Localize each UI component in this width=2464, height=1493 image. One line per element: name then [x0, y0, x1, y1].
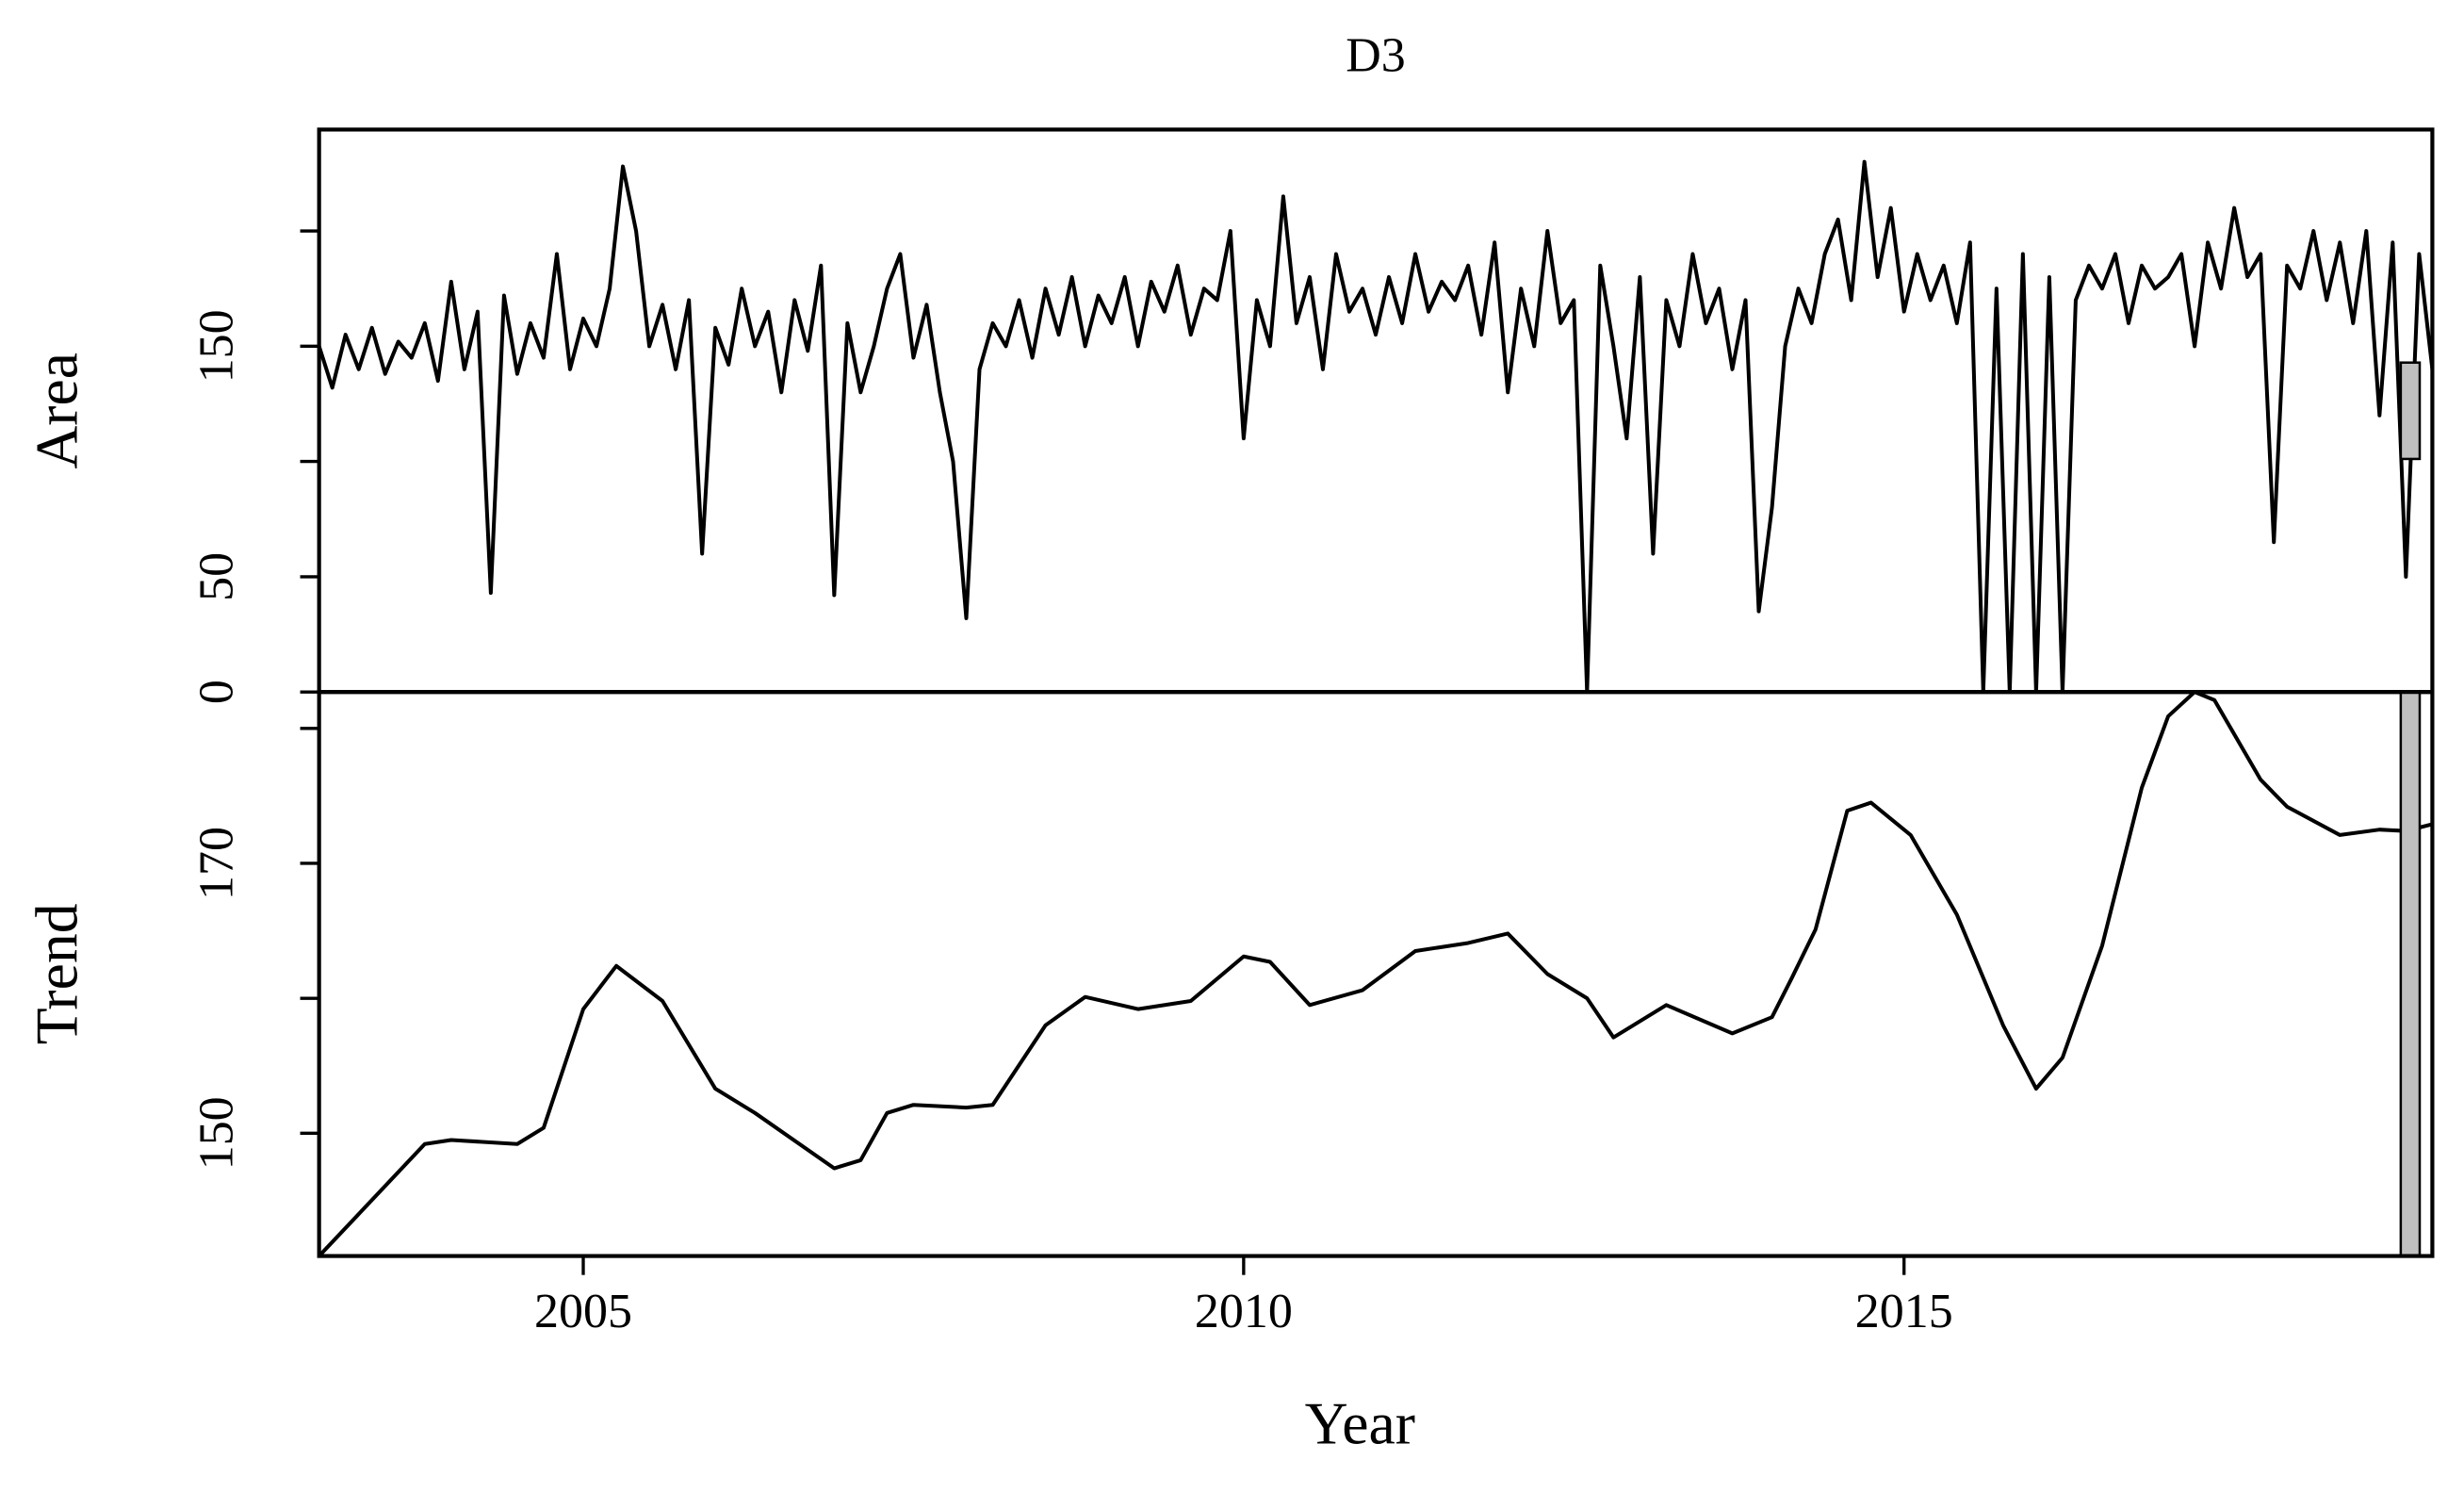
panel-frame: [317, 127, 2435, 695]
x-axis-label: Year: [1305, 1390, 1415, 1457]
x-tick-label: 2005: [534, 1285, 632, 1338]
scale-bar: [2399, 690, 2422, 1257]
chart-title: D3: [1346, 29, 1406, 83]
x-tick-label: 2015: [1855, 1285, 1953, 1338]
x-tick-label: 2010: [1195, 1285, 1293, 1338]
y-tick-label: 170: [190, 827, 244, 900]
data-line: [318, 692, 2433, 1256]
y-axis-label: Area: [24, 353, 90, 469]
panel-frame: [317, 690, 2435, 1258]
y-tick-label: 50: [190, 552, 244, 601]
scale-bar: [2399, 361, 2422, 461]
y-tick-label: 0: [190, 680, 244, 704]
y-axis-label: Trend: [24, 903, 90, 1044]
y-tick-label: 150: [190, 1096, 244, 1170]
y-tick-label: 150: [190, 309, 244, 383]
data-line: [318, 159, 2433, 693]
